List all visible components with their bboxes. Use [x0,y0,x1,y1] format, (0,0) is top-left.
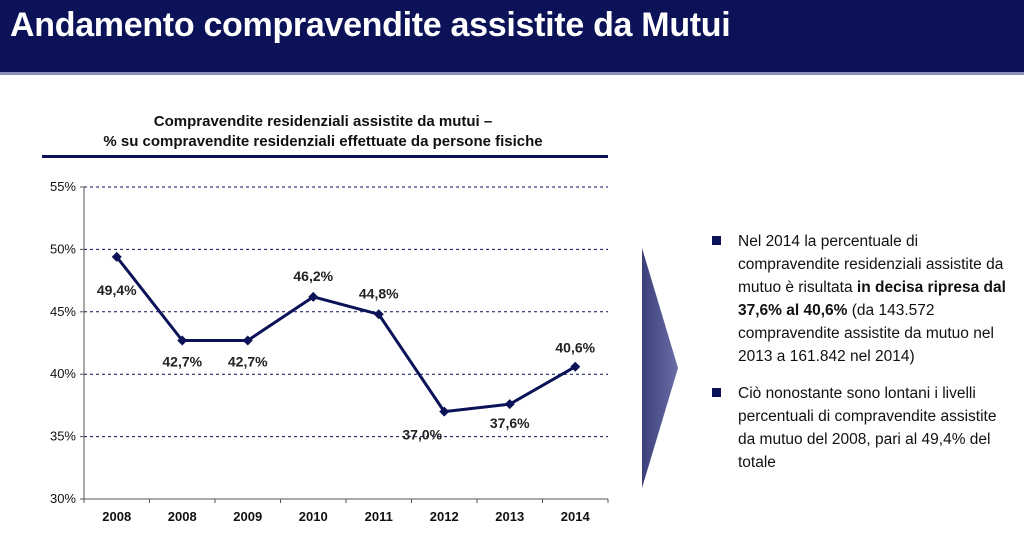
x-tick-label: 2008 [168,509,197,524]
x-tick-label: 2010 [299,509,328,524]
data-label: 42,7% [228,354,268,370]
data-point [439,406,450,417]
y-tick-label: 35% [50,429,76,444]
y-tick-label: 50% [50,241,76,256]
data-point [504,399,515,410]
page-title: Andamento compravendite assistite da Mut… [10,6,731,44]
line-chart: 30% 35% 40% 45% 50% 55% 2008 2008 2009 2010 2011 20… [50,179,609,524]
bullet-part-bold: in decisa ripresa dal 37,6% al 40,6% [738,279,1006,319]
x-tick-label: 2013 [495,509,524,524]
data-label: 49,4% [97,282,137,298]
data-label: 46,2% [293,268,333,284]
header-bar: Andamento compravendite assistite da Mut… [0,0,1024,75]
square-bullet-icon [712,236,721,245]
data-point [373,309,384,320]
chevron-arrow-icon [642,248,678,488]
x-tick-label: 2008 [102,509,131,524]
data-point [242,335,253,346]
data-label: 37,6% [490,415,530,431]
data-point [570,361,581,372]
data-label: 37,0% [402,427,442,443]
chart-title-line2: % su compravendite residenziali effettua… [103,133,543,150]
bullet-part: Nel 2014 la percentuale di compravendite… [738,233,1004,296]
bullet-text: Nel 2014 la percentuale di compravendite… [738,233,1006,365]
series-line [115,255,576,414]
square-bullet-icon [712,388,721,397]
chart-title-line1: Compravendite residenziali assistite da … [153,113,493,130]
data-label: 42,7% [162,354,202,370]
bullet-text: Ciò nonostante sono lontani i livelli pe… [738,385,997,471]
x-tick-label: 2012 [430,509,459,524]
y-tick-label: 45% [50,304,76,319]
x-tick-label: 2014 [561,509,591,524]
x-tick-label: 2009 [233,509,262,524]
y-tick-label: 40% [50,366,76,381]
data-point [111,251,122,262]
bullet-item: Ciò nonostante sono lontani i livelli pe… [708,382,1013,474]
bullet-part: (da 143.572 compravendite assistite da m… [738,302,994,365]
data-point [177,335,188,346]
bullet-item: Nel 2014 la percentuale di compravendite… [708,230,1013,368]
x-tick-label: 2011 [365,509,393,524]
bullet-list: Nel 2014 la percentuale di compravendite… [708,230,1013,488]
data-point [308,291,319,302]
data-label: 40,6% [555,340,595,356]
y-tick-label: 30% [50,491,76,506]
title-divider [42,155,608,158]
y-tick-label: 55% [50,179,76,194]
data-label: 44,8% [359,285,399,301]
